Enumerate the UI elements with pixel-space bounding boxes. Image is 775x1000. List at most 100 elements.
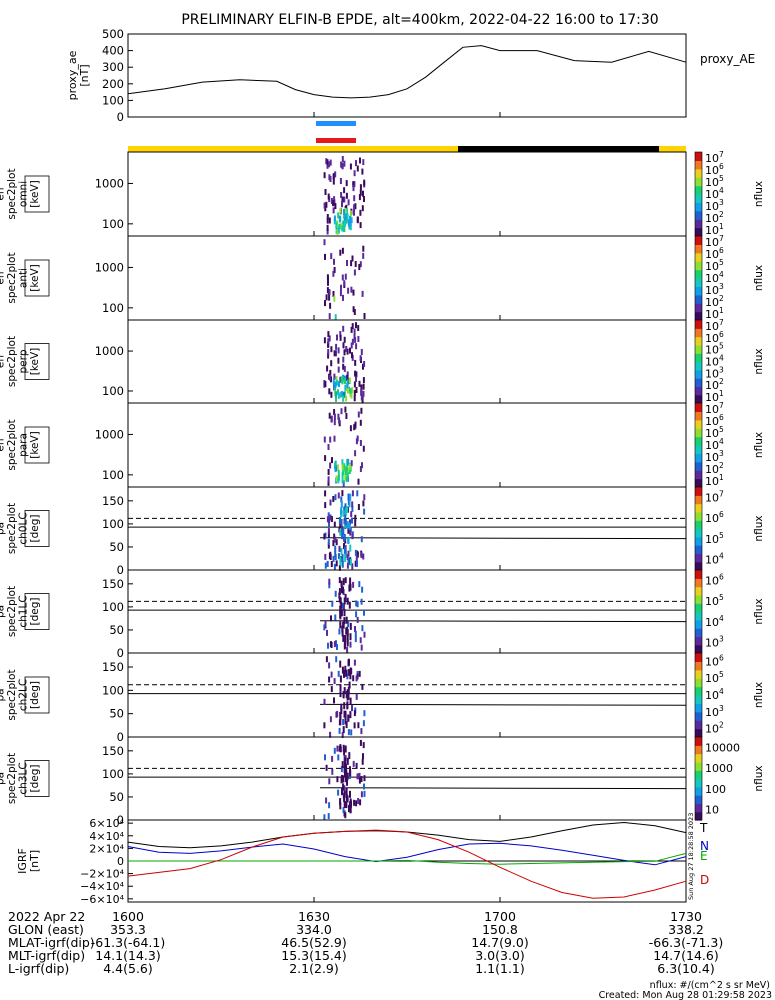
spectrogram-pixel (363, 790, 366, 797)
spectrogram-pixel (330, 615, 332, 622)
colorbar-tick-exp: 6 (719, 572, 724, 581)
colorbar-tick-base: 10 (705, 491, 719, 504)
spectrogram-pixel (330, 360, 333, 367)
spectrogram-core-pixel (339, 597, 342, 605)
colorbar-tick-exp: 7 (719, 489, 724, 498)
spectrogram-pixel (337, 413, 340, 420)
colorbar-swatch (695, 478, 702, 482)
spectrogram-pixel (346, 554, 349, 561)
colorbar-swatch (695, 509, 702, 513)
spectrogram-pixel (353, 799, 356, 806)
spectrogram-pixel (328, 578, 331, 585)
spectrogram-pixel (342, 480, 345, 487)
colorbar-swatch (695, 168, 702, 173)
colorbar-swatch (695, 589, 702, 593)
ephem-date-label: 2022 Apr 22 (8, 909, 85, 924)
spectrogram-core-pixel (349, 493, 352, 501)
spectrogram-pixel (356, 435, 359, 442)
colorbar-swatch (695, 456, 702, 460)
spectrogram-pixel (335, 656, 338, 663)
spectrogram-core-pixel (346, 778, 348, 786)
spectrogram-core-pixel (344, 555, 347, 563)
panel-ytick-label: 100 (102, 468, 124, 482)
spectrogram-core-pixel (340, 584, 343, 592)
spectrogram-pixel (350, 392, 353, 399)
spectrogram-core-pixel (345, 769, 348, 777)
colorbar-swatch (695, 714, 702, 718)
colorbar-tick-exp: 6 (719, 330, 724, 339)
spectrogram-pixel (337, 754, 340, 761)
colorbar-swatch (695, 503, 702, 507)
colorbar-swatch (695, 578, 702, 582)
colorbar-swatch (695, 534, 702, 538)
spectrogram-pixel (340, 766, 343, 773)
spectrogram-pixel (356, 601, 359, 608)
ephem-value: 3.0(3.0) (475, 948, 525, 963)
spectrogram-pixel (343, 160, 346, 167)
spectrogram-pixel (329, 374, 331, 381)
spectrogram-pixel (325, 294, 328, 301)
spectrogram-pixel (353, 328, 356, 335)
spectrogram-pixel (340, 408, 343, 415)
spectrogram-core-pixel (345, 721, 348, 729)
spectrogram-pixel (356, 561, 358, 567)
spectrogram-pixel (354, 370, 357, 377)
spectrogram-pixel (338, 545, 341, 552)
colorbar-swatch (695, 641, 702, 646)
colorbar-tick-exp: 4 (719, 270, 724, 279)
colorbar-tick-base: 10 (705, 463, 719, 476)
spectrogram-pixel (357, 722, 360, 729)
spectrogram-pixel (350, 511, 353, 518)
colorbar-swatch (695, 797, 702, 802)
spectrogram-pixel (327, 444, 330, 450)
spectrogram-pixel (346, 260, 348, 266)
colorbar-swatch (695, 633, 702, 637)
spectrogram-pixel (338, 727, 341, 734)
spectrogram-core-pixel (344, 207, 347, 214)
spectrogram-pixel (323, 239, 326, 246)
panel-frame (127, 736, 687, 821)
colorbar-swatch (695, 723, 702, 727)
spectrogram-core-pixel (341, 225, 344, 232)
panel-ylabel-line: pa (0, 772, 7, 785)
colorbar-swatch (695, 806, 702, 810)
spectrogram-core-pixel (344, 770, 346, 778)
spectrogram-core-pixel (349, 558, 352, 566)
colorbar-tick-exp: 3 (719, 198, 724, 207)
spectrogram-core-pixel (346, 506, 349, 513)
spectrogram-pixel (343, 349, 346, 356)
spectrogram-pixel (351, 505, 354, 512)
spectrogram-pixel (334, 314, 337, 321)
spectrogram-core-pixel (345, 787, 348, 795)
igrf-legend-N: N (700, 839, 709, 853)
spectrogram-core-pixel (341, 477, 344, 484)
colorbar-swatch (695, 160, 702, 164)
colorbar-swatch (695, 391, 702, 396)
colorbar-swatch (695, 539, 702, 543)
colorbar-tick-exp: 2 (719, 377, 724, 386)
spectrogram-pixel (334, 171, 337, 178)
spectrogram-core-pixel (344, 514, 347, 522)
spectrogram-pixel (330, 415, 333, 422)
colorbar-tick-exp: 6 (719, 510, 724, 519)
spectrogram-pixel (353, 395, 356, 402)
colorbar-swatch (695, 484, 702, 488)
colorbar-tick-base: 10 (705, 224, 719, 237)
spectrogram-core-pixel (344, 507, 347, 515)
colorbar-tick-exp: 6 (719, 162, 724, 171)
spectrogram-pixel (343, 212, 346, 219)
spectrogram-core-pixel (339, 675, 342, 683)
igrf-panel: 6×10⁴4×10⁴2×10⁴0−2×10⁴−4×10⁴−6×10⁴TNEDIG… (16, 112, 709, 906)
spectrogram-pixel (342, 220, 345, 227)
spectrogram-core-pixel (345, 627, 348, 635)
spectrogram-core-pixel (340, 608, 343, 616)
colorbar-tick-exp: 5 (719, 258, 724, 267)
spectrogram-pixel (328, 517, 331, 524)
colorbar-swatch (695, 681, 702, 685)
colorbar-tick-base: 10 (705, 512, 719, 525)
spectrogram-core-pixel (349, 633, 352, 641)
spectrogram-pixel (363, 508, 366, 515)
spectrogram-pixel (362, 252, 365, 259)
